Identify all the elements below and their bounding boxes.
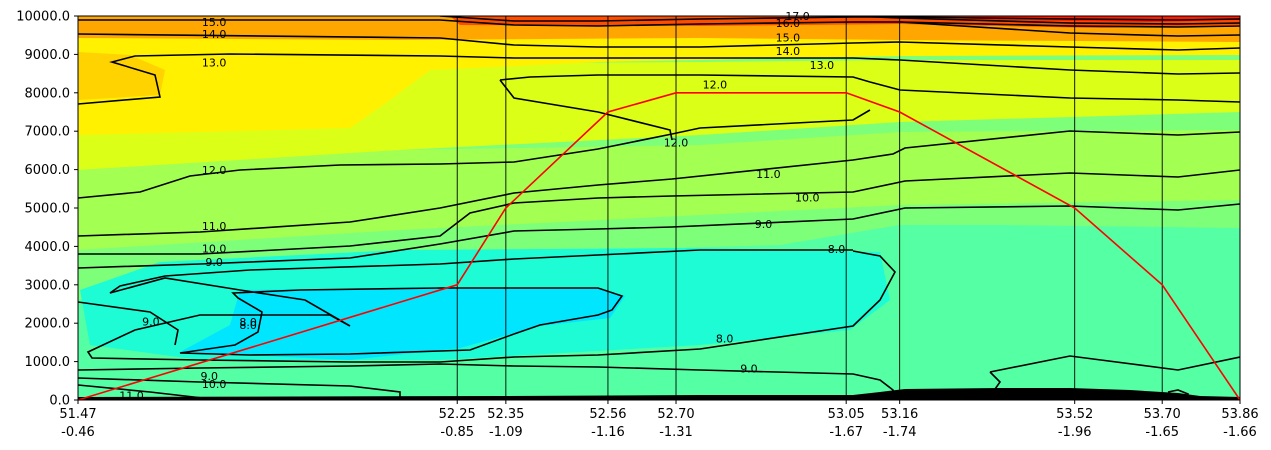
contour-label: 11.0: [756, 168, 781, 181]
y-tick-label: 5000.0: [25, 202, 71, 217]
y-tick-label: 2000.0: [25, 317, 71, 332]
plot-area: [78, 16, 1240, 400]
contour-label: 10.0: [202, 243, 227, 256]
fill-band-warm-yellow: [78, 52, 165, 100]
contour-label: 13.0: [202, 56, 227, 69]
x-tick-label-lat: 52.25: [439, 407, 476, 422]
x-tick-label-lon: -1.74: [883, 425, 917, 440]
fill-band-yellow: [78, 30, 1240, 135]
contour-label: 12.0: [664, 137, 689, 150]
fill-band-light-green: [78, 130, 1240, 250]
contour-label: 14.0: [202, 28, 227, 41]
x-tick-label-lat: 52.56: [589, 407, 626, 422]
contour-line-9-low: [78, 363, 894, 400]
x-tick-label-lat: 52.35: [487, 407, 524, 422]
x-tick-label-lon: -1.31: [659, 425, 693, 440]
x-tick-label-lat: 52.70: [657, 407, 694, 422]
contour-line-16: [439, 16, 1240, 22]
contour-label: 8.0: [239, 316, 257, 329]
terrain-shape: [78, 388, 1240, 400]
contour-labels: 17.016.015.015.014.014.013.0 13.012.012.0…: [119, 10, 845, 402]
contour-label: 11.0: [119, 389, 144, 402]
x-tick-label-lon: -1.96: [1058, 425, 1092, 440]
contour-line-12-inner: [499, 79, 673, 141]
y-tick-label: 10000.0: [16, 10, 70, 25]
y-tick-label: 4000.0: [25, 240, 71, 255]
contour-lines: [78, 16, 1240, 400]
x-axis: 51.47 -0.46 52.25 -0.85 52.35 -1.09 52.56 -1.16…: [59, 400, 1259, 440]
flight-track-line: [77, 92, 1241, 401]
x-tick-label-lat: 53.52: [1056, 407, 1093, 422]
y-tick-label: 0.0: [49, 394, 70, 409]
contour-label: 9.0: [201, 370, 219, 383]
y-axis: 0.0 1000.0 2000.0 3000.0 4000.0 5000.0 6000.0 7…: [16, 10, 78, 409]
contour-label: 15.0: [202, 16, 227, 29]
contour-line-9-right: [989, 355, 1240, 373]
x-tick-label-lon: -1.66: [1223, 425, 1257, 440]
contour-line-9: [78, 203, 1240, 269]
contour-line-12b: [671, 109, 871, 135]
contour-label: 9.0: [755, 218, 773, 231]
contour-line-12-loop: [499, 74, 1240, 103]
contour-line-17: [852, 16, 1240, 25]
y-tick-label: 6000.0: [25, 163, 71, 178]
y-tick-label: 8000.0: [25, 86, 71, 101]
x-tick-label-lon: -1.65: [1145, 425, 1179, 440]
contour-line-12: [78, 133, 673, 199]
contour-label: 14.0: [776, 45, 801, 58]
contour-label: 10.0: [202, 378, 227, 391]
y-tick-label: 7000.0: [25, 125, 71, 140]
contour-label: 8.0: [239, 319, 257, 332]
x-tick-label-lon: -1.09: [489, 425, 523, 440]
contour-line-10-low: [78, 377, 401, 400]
contour-label: 15.0: [776, 32, 801, 45]
x-tick-label-lat: 53.86: [1221, 407, 1258, 422]
contour-line-15: [78, 19, 1240, 28]
contour-label: 10.0: [795, 192, 820, 205]
x-tick-label-lat: 53.70: [1144, 407, 1181, 422]
y-tick-label: 1000.0: [25, 355, 71, 370]
x-tick-label-lon: -0.46: [61, 425, 95, 440]
x-tick-label-lon: -0.85: [440, 425, 474, 440]
contour-line-8-outer: [86, 249, 896, 363]
contour-line-8-cold: [179, 287, 624, 356]
contour-line-13: [78, 53, 1240, 105]
y-tick-label: 3000.0: [25, 278, 71, 293]
contour-label: 12.0: [202, 164, 227, 177]
contour-label: 13.0: [810, 59, 835, 72]
contour-label: 8.0: [828, 243, 846, 256]
x-tick-label-lon: -1.67: [829, 425, 863, 440]
contour-label: 9.0: [142, 316, 160, 329]
contour-label: 11.0: [202, 220, 227, 233]
contour-line-7-left: [78, 301, 179, 346]
x-tick-label-lat: 53.05: [828, 407, 865, 422]
contour-label: 9.0: [740, 363, 758, 376]
contour-line-10: [78, 169, 1240, 255]
contour-line-16b: [899, 21, 1240, 37]
contour-line-14: [78, 33, 1240, 51]
contour-label: 12.0: [703, 78, 728, 91]
contour-label: 9.0: [205, 256, 223, 269]
x-tick-label-lat: 51.47: [59, 407, 96, 422]
x-tick-label-lat: 53.16: [881, 407, 918, 422]
contour-label: 16.0: [776, 17, 801, 30]
y-tick-label: 9000.0: [25, 48, 71, 63]
x-tick-label-lon: -1.16: [591, 425, 625, 440]
fill-band-cold-core: [180, 288, 625, 360]
contour-label: 8.0: [716, 333, 734, 346]
contour-line-11: [78, 130, 1240, 237]
